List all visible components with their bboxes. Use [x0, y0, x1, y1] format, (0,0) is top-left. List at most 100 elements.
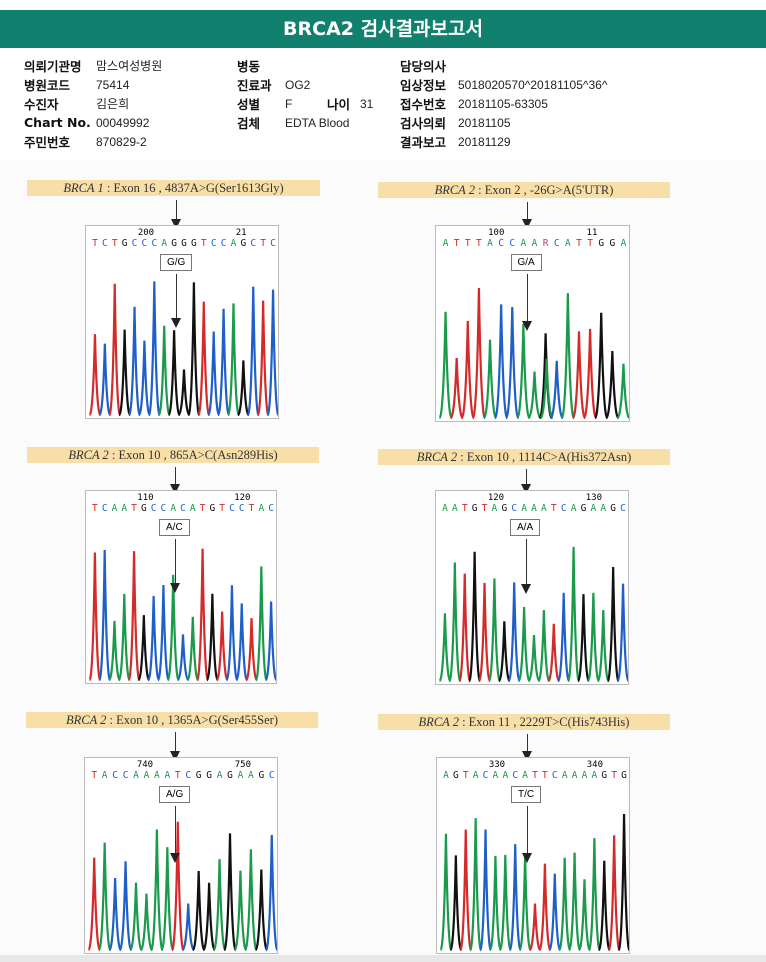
base-call: G: [501, 503, 507, 514]
trace-peak: [448, 562, 462, 683]
base-call: R: [543, 238, 549, 249]
label: 검체: [237, 116, 261, 131]
position-tick: 120: [234, 493, 250, 503]
base-call: T: [219, 503, 225, 514]
info-col-2: 병동 진료과 OG2 성별 F 나이 31 검체 EDTA Blood: [237, 56, 373, 132]
base-call: A: [541, 503, 547, 514]
trace-peak: [197, 301, 211, 417]
age-label: 나이: [327, 97, 351, 112]
base-call: T: [112, 238, 118, 249]
base-call: A: [522, 770, 528, 781]
trace-peak: [596, 610, 610, 683]
base-call: A: [442, 503, 448, 514]
trace-peak: [205, 593, 219, 682]
trace-peak: [616, 583, 628, 683]
genotype-box: A/C: [159, 519, 190, 536]
base-call: A: [562, 770, 568, 781]
label: Chart No.: [24, 115, 91, 130]
base-call: A: [112, 503, 118, 514]
base-call: A: [600, 503, 606, 514]
base-call: G: [210, 503, 216, 514]
base-call: G: [191, 238, 197, 249]
trace-peak: [196, 548, 210, 682]
arrow-icon: [522, 734, 532, 761]
base-call: A: [571, 503, 577, 514]
trace-peak: [264, 601, 276, 682]
chromatogram: 200 21 T C T G C C C A G G G T C C A G C T C G/G: [85, 225, 279, 419]
arrow-icon: [170, 732, 180, 761]
chromatogram-trace: 100 11A T T T A C C A A R C A T T G G A: [438, 228, 629, 420]
variant-label: BRCA 2 : Exon 11 , 2229T>C(His743His): [378, 714, 670, 730]
trace-peak: [471, 287, 487, 420]
trace-peak: [108, 283, 122, 417]
position-tick: 120: [488, 493, 504, 503]
position-tick: 200: [138, 228, 154, 238]
trace-peak: [557, 592, 571, 683]
base-call: C: [250, 238, 256, 249]
trace-peak: [459, 829, 473, 952]
trace-peak: [617, 814, 629, 952]
trace-peak: [156, 584, 170, 682]
base-call: G: [601, 770, 607, 781]
trace-peak: [477, 582, 492, 683]
base-call: C: [554, 238, 560, 249]
label: 결과보고: [400, 135, 447, 150]
base-call: G: [171, 238, 177, 249]
variant-label: BRCA 2 : Exon 2 , -26G>A(5'UTR): [378, 182, 670, 198]
trace-peak: [254, 869, 269, 952]
trace-peak: [236, 360, 250, 417]
trace-peak: [264, 834, 277, 952]
value: F: [285, 96, 293, 111]
variant-label: BRCA 2 : Exon 10 , 865A>C(Asn289His): [27, 447, 319, 463]
base-call: C: [239, 503, 245, 514]
label: 진료과: [237, 78, 272, 93]
base-call: A: [582, 770, 588, 781]
genotype-box: A/G: [159, 786, 191, 803]
base-call: C: [112, 770, 118, 781]
base-call: A: [231, 238, 237, 249]
report-title: BRCA2 검사결과보고서: [0, 10, 766, 48]
arrow-icon: [521, 469, 531, 494]
trace-peak: [607, 835, 621, 952]
base-call: T: [175, 770, 181, 781]
label: 임상정보: [400, 78, 447, 93]
trace-peak: [147, 281, 161, 417]
trace-peak: [88, 552, 102, 682]
label: 병동: [237, 59, 261, 74]
base-call: C: [185, 770, 191, 781]
trace-peak: [605, 351, 620, 420]
trace-peak: [167, 330, 181, 417]
arrow-icon: [171, 274, 181, 328]
trace-peak: [606, 566, 620, 683]
trace-peak: [497, 621, 511, 683]
trace-peak: [527, 371, 542, 420]
trace-peak: [549, 360, 564, 420]
base-call: A: [592, 770, 598, 781]
trace-peak: [256, 300, 270, 417]
base-call: A: [591, 503, 597, 514]
base-call: T: [260, 238, 266, 249]
trace-peak: [518, 853, 532, 952]
base-call: A: [258, 503, 264, 514]
base-call: G: [141, 503, 147, 514]
trace-peak: [568, 852, 582, 952]
base-call: C: [511, 503, 517, 514]
base-call: A: [565, 238, 571, 249]
chromatogram-trace: 200 21T C T G C C C A G G G T C C A G C T C: [88, 228, 278, 417]
trace-peak: [235, 603, 249, 682]
trace-peak: [176, 634, 190, 682]
genotype-box: G/A: [510, 254, 542, 271]
base-call: T: [462, 503, 468, 514]
trace-peak: [439, 833, 453, 952]
base-call: T: [482, 503, 488, 514]
trace-peak: [98, 549, 112, 682]
base-call: C: [102, 238, 108, 249]
base-call: T: [542, 770, 548, 781]
base-call: T: [200, 503, 206, 514]
trace-peak: [528, 903, 542, 952]
arrow-icon: [521, 202, 532, 229]
label: 주민번호: [24, 135, 71, 150]
base-call: A: [164, 770, 170, 781]
chromatogram: 120 130 A A T G T A G C A A A T C A G A A G C A/A: [435, 490, 629, 685]
